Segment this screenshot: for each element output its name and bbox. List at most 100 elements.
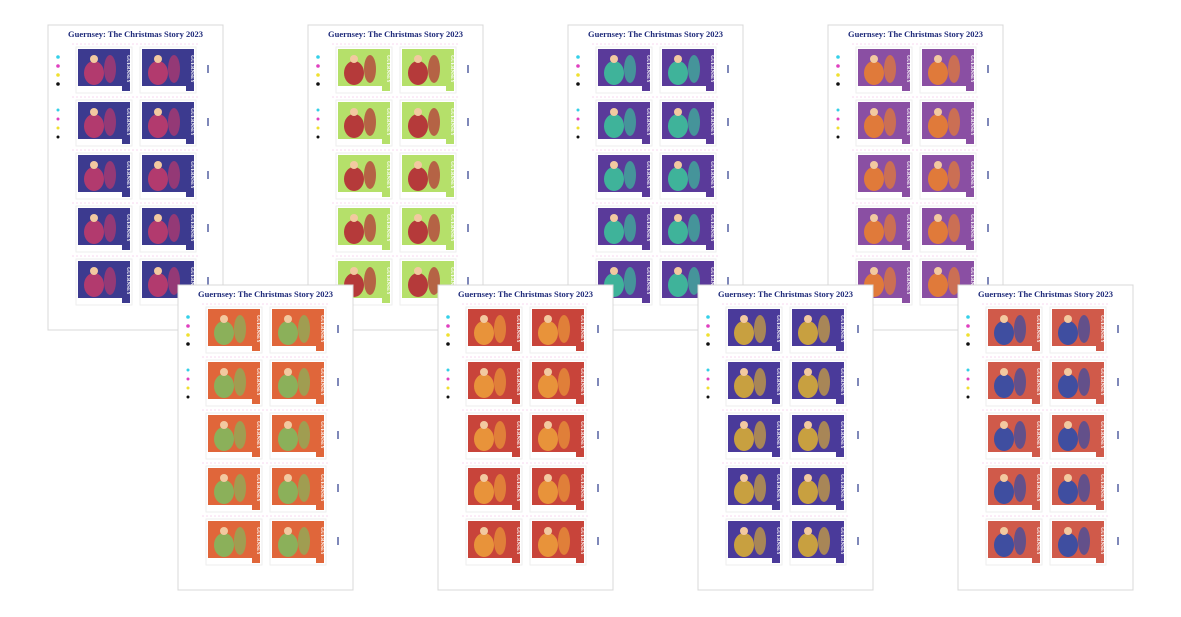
stamp: GUERNSEY (205, 412, 263, 460)
stamp-figure (298, 527, 310, 555)
stamp-strip (512, 468, 520, 510)
stamp-strip (122, 49, 130, 91)
stamp-country: GUERNSEY (579, 315, 584, 343)
stamp: GUERNSEY (595, 152, 653, 200)
color-dot (316, 117, 320, 121)
stamp-head (220, 474, 228, 482)
stamp-figure (624, 214, 636, 242)
stamp-head (804, 315, 812, 323)
stamp-figure (474, 533, 494, 557)
stamp-figure (538, 427, 558, 451)
sheet-paper (177, 284, 354, 591)
stamp-figure (668, 167, 688, 191)
stamp-figure (1078, 315, 1090, 343)
color-dot (56, 108, 60, 112)
stamp-figure (278, 480, 298, 504)
stamp-head (480, 368, 488, 376)
stamp: GUERNSEY (725, 359, 783, 407)
color-dot (186, 333, 190, 337)
stamp-figure (298, 368, 310, 396)
stamp-strip (316, 468, 324, 510)
stamp-head (154, 108, 162, 116)
stamp-country: GUERNSEY (189, 55, 194, 83)
stamp: GUERNSEY (529, 359, 587, 407)
sheet-title: Guernsey: The Christmas Story 2023 (718, 289, 853, 299)
stamp-country: GUERNSEY (709, 214, 714, 242)
color-dot (186, 324, 190, 328)
color-dot (316, 126, 320, 130)
stamp: GUERNSEY (529, 412, 587, 460)
stamp-strip (706, 208, 714, 250)
stamp: GUERNSEY (529, 306, 587, 354)
stamp-figure (538, 533, 558, 557)
stamp-head (1000, 474, 1008, 482)
stamp-head (1064, 474, 1072, 482)
stamp-strip (576, 468, 584, 510)
stamp-figure (818, 421, 830, 449)
stamp-figure (734, 427, 754, 451)
stamp-country: GUERNSEY (449, 214, 454, 242)
stamp-figure (428, 161, 440, 189)
stamp-head (610, 214, 618, 222)
stamp: GUERNSEY (399, 46, 457, 94)
stamp-figure (428, 267, 440, 295)
stamp-head (154, 55, 162, 63)
stamp-head (284, 527, 292, 535)
color-dot (966, 386, 970, 390)
stamp-country: GUERNSEY (709, 161, 714, 189)
stamp-country: GUERNSEY (255, 474, 260, 502)
stamp-sheet: Guernsey: The Christmas Story 2023 GUERNS… (827, 24, 1004, 331)
stamp-country: GUERNSEY (319, 315, 324, 343)
stamp-country: GUERNSEY (709, 55, 714, 83)
stamp-figure (1078, 474, 1090, 502)
stamp-sheet: Guernsey: The Christmas Story 2023 GUERNS… (177, 284, 354, 591)
stamp-head (90, 108, 98, 116)
stamp-figure (884, 108, 896, 136)
stamp-country: GUERNSEY (905, 267, 910, 295)
stamp: GUERNSEY (595, 46, 653, 94)
stamp-figure (168, 161, 180, 189)
stamp-country: GUERNSEY (319, 368, 324, 396)
stamp-country: GUERNSEY (319, 421, 324, 449)
stamp-country: GUERNSEY (189, 161, 194, 189)
stamp-head (284, 368, 292, 376)
stamp-country: GUERNSEY (905, 55, 910, 83)
stamp-country: GUERNSEY (645, 108, 650, 136)
stamp-figure (234, 527, 246, 555)
stamp: GUERNSEY (399, 205, 457, 253)
stamp-head (284, 421, 292, 429)
color-dot (56, 55, 60, 59)
stamp-figure (474, 321, 494, 345)
stamp-figure (408, 61, 428, 85)
stamp-head (674, 161, 682, 169)
stamp-strip (966, 155, 974, 197)
stamp-figure (948, 214, 960, 242)
stamp-figure (928, 220, 948, 244)
stamp-country: GUERNSEY (579, 474, 584, 502)
stamp-country: GUERNSEY (709, 267, 714, 295)
stamp-figure (754, 368, 766, 396)
stamp-strip (512, 362, 520, 404)
stamp-strip (966, 49, 974, 91)
stamp-head (934, 214, 942, 222)
stamp-country: GUERNSEY (645, 161, 650, 189)
sheet-title: Guernsey: The Christmas Story 2023 (198, 289, 333, 299)
stamp-head (154, 161, 162, 169)
stamp-head (934, 267, 942, 275)
stamp: GUERNSEY (659, 46, 717, 94)
color-dot (186, 368, 190, 372)
stamp-figure (428, 214, 440, 242)
stamp-strip (706, 49, 714, 91)
stamp-sheet: Guernsey: The Christmas Story 2023 GUERNS… (697, 284, 874, 591)
stamp-figure (558, 527, 570, 555)
stamp-strip (1096, 415, 1104, 457)
stamp-country: GUERNSEY (1035, 315, 1040, 343)
stamp-figure (734, 321, 754, 345)
stamp-country: GUERNSEY (969, 161, 974, 189)
stamp: GUERNSEY (725, 518, 783, 566)
stamp: GUERNSEY (335, 152, 393, 200)
stamp: GUERNSEY (335, 99, 393, 147)
stamp: GUERNSEY (919, 205, 977, 253)
stamp-figure (344, 114, 364, 138)
stamp-country: GUERNSEY (1035, 421, 1040, 449)
